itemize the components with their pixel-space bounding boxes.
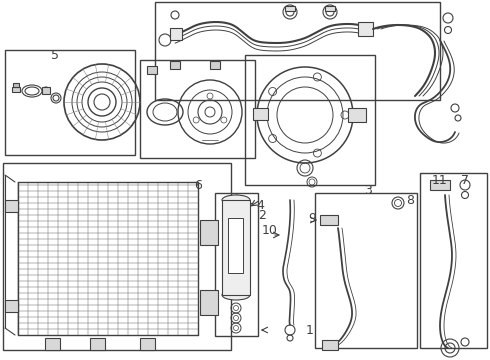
Text: 2: 2: [258, 208, 266, 221]
Text: 8: 8: [406, 194, 414, 207]
Bar: [245, 55, 375, 185]
Bar: [222, 200, 250, 295]
Text: 11: 11: [432, 174, 448, 186]
Bar: [210, 61, 220, 69]
Bar: [12, 87, 20, 92]
Bar: [253, 108, 268, 120]
Bar: [200, 290, 218, 315]
Bar: [42, 87, 50, 94]
Text: 1: 1: [306, 324, 314, 337]
Ellipse shape: [222, 290, 250, 300]
Bar: [140, 60, 255, 158]
Text: 5: 5: [51, 49, 59, 62]
Bar: [358, 22, 373, 36]
Text: 6: 6: [194, 179, 202, 192]
Bar: [45, 338, 60, 350]
Bar: [420, 173, 487, 348]
Bar: [90, 338, 105, 350]
Bar: [320, 215, 338, 225]
Bar: [140, 338, 155, 350]
Bar: [430, 180, 450, 190]
Ellipse shape: [222, 195, 250, 205]
Text: 9: 9: [308, 212, 316, 225]
Bar: [147, 66, 157, 74]
Text: 3: 3: [364, 184, 372, 197]
Bar: [322, 340, 338, 350]
Bar: [200, 220, 218, 245]
Bar: [5, 300, 18, 312]
Bar: [325, 6, 335, 11]
Bar: [13, 83, 19, 87]
Bar: [155, 2, 440, 100]
Bar: [3, 163, 231, 350]
Bar: [215, 193, 258, 336]
Bar: [315, 193, 417, 348]
Bar: [5, 200, 18, 212]
Bar: [285, 6, 295, 11]
Text: 4: 4: [256, 198, 264, 212]
Text: 7: 7: [461, 174, 469, 186]
Bar: [5, 50, 135, 155]
Bar: [228, 218, 243, 273]
Bar: [170, 61, 180, 69]
Bar: [348, 108, 366, 122]
Text: 10: 10: [262, 224, 278, 237]
Bar: [170, 28, 182, 40]
